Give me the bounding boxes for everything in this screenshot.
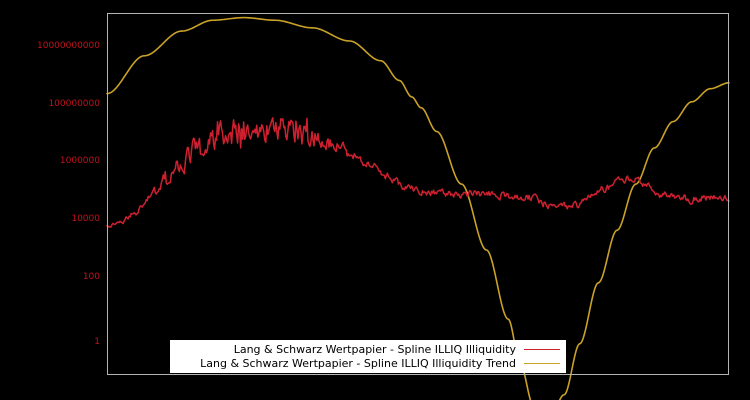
legend-item-illiquidity: Lang & Schwarz Wertpapier - Spline ILLIQ…: [170, 342, 566, 357]
chart-legend: Lang & Schwarz Wertpapier - Spline ILLIQ…: [170, 340, 566, 373]
ytick-label-4: 100: [82, 272, 100, 282]
ytick-label-1: 100000000: [48, 99, 100, 109]
ytick-label-5: 1: [94, 337, 100, 347]
ytick-label-3: 10000: [71, 214, 100, 224]
plot-area-background: [107, 13, 729, 375]
series-line-illiquidity: [106, 117, 730, 228]
legend-swatch-illiquidity: [524, 348, 560, 350]
plot-area-border: [107, 13, 729, 375]
series-line-trend: [106, 16, 730, 400]
legend-item-trend: Lang & Schwarz Wertpapier - Spline ILLIQ…: [170, 357, 566, 372]
legend-swatch-trend: [524, 363, 560, 365]
legend-label-illiquidity: Lang & Schwarz Wertpapier - Spline ILLIQ…: [233, 342, 516, 356]
legend-label-trend: Lang & Schwarz Wertpapier - Spline ILLIQ…: [200, 357, 516, 371]
ytick-label-0: 10000000000: [37, 41, 100, 51]
ytick-label-2: 1000000: [59, 156, 100, 166]
